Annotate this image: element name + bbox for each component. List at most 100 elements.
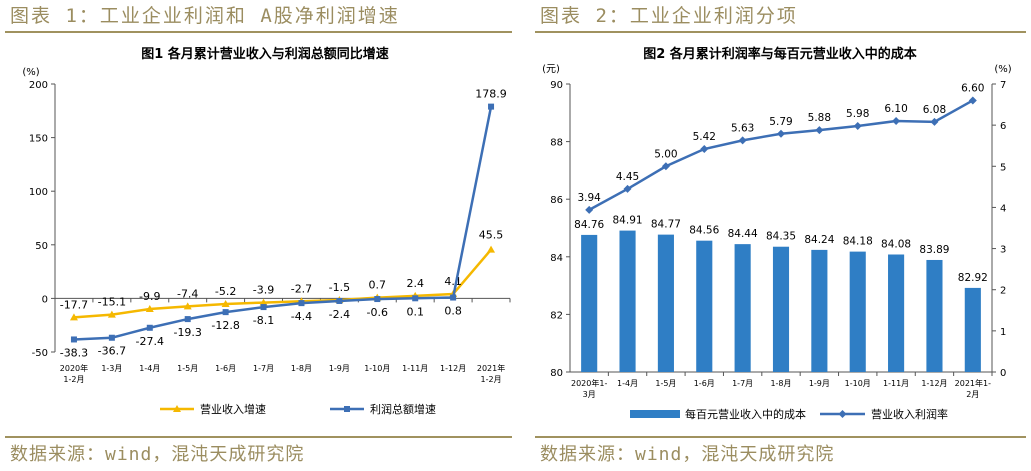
chart2-y-tick-label-left: 82 (550, 310, 563, 321)
chart2-cost-data-label: 84.77 (651, 219, 681, 231)
chart1-series-line-1 (73, 106, 493, 341)
chart2-y-tick-label-left: 86 (550, 195, 563, 206)
chart1-legend-marker-1 (344, 406, 350, 412)
chart2-cost-bar (657, 234, 674, 372)
chart2-x-tick-label: 1-10月 (845, 379, 871, 388)
chart2-cost-data-label: 84.56 (689, 225, 719, 237)
chart1-profit-point (298, 300, 305, 307)
chart1-revenue-data-label: 4.1 (444, 275, 462, 288)
chart2-margin-data-label: 5.00 (654, 148, 677, 160)
chart1-revenue-data-label: 45.5 (479, 229, 504, 242)
chart2-cost-data-label: 84.44 (728, 228, 758, 240)
chart1-x-tick-label: 1-6月 (215, 364, 236, 373)
chart1-profit-point (70, 336, 77, 343)
chart1-y-tick-label: 50 (35, 241, 48, 252)
chart2-margin-data-label: 5.79 (769, 116, 792, 128)
chart2-y-tick-label-left: 80 (550, 368, 563, 379)
chart2-margin-point (968, 96, 977, 105)
chart1-revenue-data-label: -7.4 (177, 287, 198, 300)
chart1-profit-point (336, 297, 343, 304)
chart2-cost-bar (696, 240, 713, 372)
chart2-margin-point (738, 136, 747, 145)
chart1-title: 图1 各月累计营业收入与利润总额同比增速 (141, 46, 389, 62)
chart1-profit-data-label: -4.4 (291, 310, 312, 323)
chart2-cost-bar (734, 244, 751, 372)
chart1-revenue-point (259, 298, 268, 306)
chart1-profit-point (108, 334, 115, 341)
chart2-margin-data-label: 5.88 (808, 112, 831, 124)
chart2-margin-point (585, 205, 594, 214)
chart1-series-line-0 (73, 248, 492, 319)
chart1-profit-data-label: -12.8 (211, 319, 239, 332)
chart1-profit-point (450, 294, 457, 301)
chart2-cost-bar (619, 230, 636, 372)
chart2-margin-data-label: 6.10 (884, 103, 907, 115)
chart1-x-tick-label: 1-5月 (177, 364, 198, 373)
chart2-y-tick-label-left: 84 (550, 253, 563, 264)
chart2-cost-data-label: 84.35 (766, 231, 796, 243)
chart1-profit-point (374, 296, 381, 303)
chart1-revenue-point (487, 245, 496, 253)
chart2-x-tick-label: 1-11月 (883, 379, 909, 388)
chart2-x-tick-label: 1-4月 (617, 379, 638, 388)
chart2-cost-bar (964, 287, 981, 372)
chart2-cost-data-label: 84.18 (843, 236, 873, 248)
footer-rule-left (5, 436, 512, 438)
chart1-revenue-data-label: -1.5 (329, 281, 350, 294)
chart1-revenue-point (69, 313, 78, 321)
chart1-y-tick-label: 150 (29, 134, 48, 145)
chart1-revenue-data-label: 0.7 (369, 279, 387, 292)
chart2-cost-bar (888, 254, 905, 372)
chart2-margin-point (661, 162, 670, 171)
chart2-margin-point (930, 117, 939, 126)
chart2-x-tick-label: 1-12月 (921, 379, 947, 388)
chart1-profit-point (146, 324, 153, 331)
chart2-y-tick-label-right: 3 (1000, 245, 1006, 256)
chart1-revenue-data-label: -15.1 (98, 296, 126, 309)
chart2-cost-data-label: 84.76 (574, 219, 604, 231)
chart2-margin-data-label: 5.98 (846, 108, 869, 120)
chart1-profit-data-label: -38.3 (60, 346, 88, 359)
chart1-profit-data-label: -36.7 (98, 345, 126, 358)
chart1-revenue-data-label: -5.2 (215, 285, 236, 298)
chart2-margin-point (815, 126, 824, 135)
chart1-y-tick-label: 0 (42, 294, 48, 305)
chart2-y-tick-label-right: 5 (1000, 162, 1006, 173)
chart2-margin-data-label: 5.63 (731, 122, 754, 134)
chart2-cost-bar (772, 246, 790, 372)
chart1-x-tick-label: 1-3月 (101, 364, 122, 373)
chart1-profit-data-label: 0.1 (406, 305, 424, 318)
chart1-x-tick-label: 1-8月 (291, 364, 312, 373)
profit-rate-cost-chart: 图2 各月累计利润率与每百元营业收入中的成本 (元) (%) 80 82 84 86 8… (542, 46, 1012, 421)
chart1-y-tick-label: -50 (32, 348, 48, 359)
chart2-margin-data-label: 3.94 (577, 192, 601, 204)
chart1-profit-data-label: -27.4 (136, 335, 164, 348)
chart2-margin-point (700, 145, 709, 154)
chart1-profit-point (184, 316, 191, 323)
right-panel-source: 数据来源：wind，混沌天成研究院 (540, 444, 835, 465)
chart1-profit-data-label: -0.6 (367, 306, 388, 319)
chart2-cost-data-label: 84.08 (881, 238, 911, 250)
chart1-y-tick-label: 200 (29, 80, 48, 91)
chart2-margin-point (777, 129, 785, 138)
chart2-y-tick-label-right: 1 (1000, 327, 1006, 338)
chart2-ylabel-left: (元) (542, 64, 560, 75)
chart2-y-tick-label-right: 2 (1000, 286, 1006, 297)
chart2-margin-data-label: 6.60 (961, 82, 984, 94)
chart1-profit-point (412, 295, 419, 302)
chart2-cost-bar (849, 251, 866, 372)
chart2-y-tick-label-right: 0 (1000, 368, 1006, 379)
chart2-y-tick-label-right: 4 (1000, 203, 1006, 214)
left-panel-source: 数据来源：wind，混沌天成研究院 (10, 444, 305, 465)
chart1-profit-data-label: 178.9 (475, 88, 507, 101)
chart2-title: 图2 各月累计利润率与每百元营业收入中的成本 (643, 46, 917, 62)
chart1-legend-label-0: 营业收入增速 (200, 402, 266, 416)
chart2-x-tick-label: 1-7月 (732, 379, 753, 388)
footer-rule-right (535, 436, 1026, 438)
chart2-margin-point (623, 184, 632, 193)
chart2-x-tick-label: 1-5月 (655, 379, 676, 388)
chart1-profit-point (222, 309, 229, 316)
chart2-margin-point (853, 121, 862, 130)
chart2-x-tick-label: 1-8月 (770, 379, 791, 388)
chart1-profit-data-label: -19.3 (173, 326, 201, 339)
